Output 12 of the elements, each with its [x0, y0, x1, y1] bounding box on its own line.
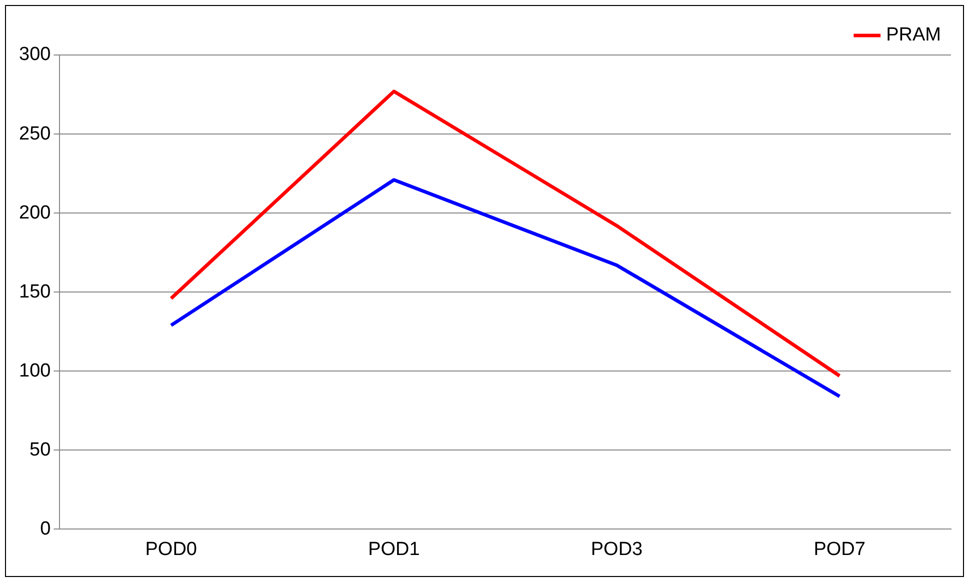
y-tick-label: 150 — [19, 281, 51, 302]
y-tick-label: 250 — [19, 123, 51, 144]
legend-label: PRAM — [886, 24, 942, 46]
y-tick-label: 0 — [40, 518, 51, 540]
y-tick-label: 200 — [19, 202, 51, 224]
y-tick-label: 50 — [30, 439, 51, 460]
y-tick-label: 300 — [19, 44, 51, 66]
x-tick-label: POD1 — [368, 538, 420, 560]
x-tick-label: POD0 — [145, 538, 197, 560]
x-tick-label: POD7 — [814, 538, 866, 560]
y-tick-label: 100 — [19, 360, 51, 382]
x-tick-label: POD3 — [590, 538, 643, 560]
